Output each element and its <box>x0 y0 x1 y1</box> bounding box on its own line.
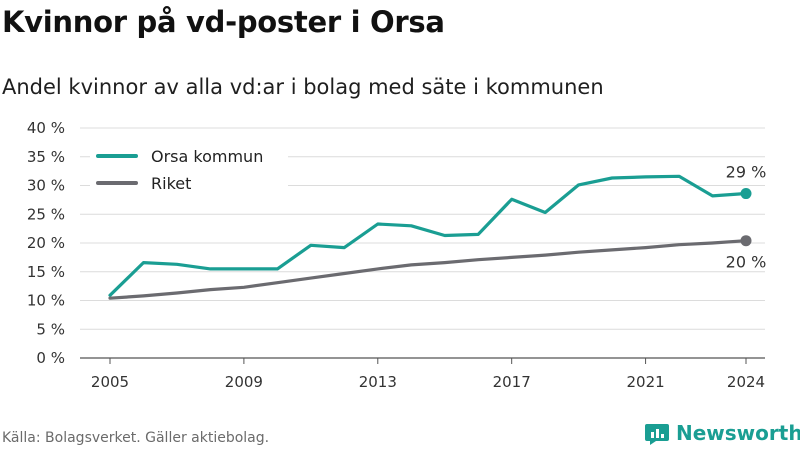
chart-subtitle: Andel kvinnor av alla vd:ar i bolag med … <box>2 75 604 99</box>
brand-name: Newsworthy <box>676 421 800 445</box>
y-tick-label: 25 % <box>27 205 65 223</box>
series-end-label-1: 20 % <box>726 253 767 272</box>
legend-background <box>90 142 288 200</box>
legend-label-1: Riket <box>151 174 191 193</box>
source-note: Källa: Bolagsverket. Gäller aktiebolag. <box>2 430 270 446</box>
chart-title: Kvinnor på vd-poster i Orsa <box>2 5 445 39</box>
y-tick-label: 15 % <box>27 263 65 281</box>
x-tick-label: 2013 <box>359 373 397 391</box>
y-tick-label: 5 % <box>36 320 65 338</box>
newsworthy-logo-icon <box>645 424 669 445</box>
y-tick-label: 10 % <box>27 292 65 310</box>
x-tick-label: 2017 <box>493 373 531 391</box>
series-line-0 <box>108 174 748 297</box>
x-tick-label: 2024 <box>727 373 765 391</box>
x-tick-label: 2021 <box>626 373 664 391</box>
y-tick-label: 20 % <box>27 234 65 252</box>
brand-logo[interactable]: Newsworthy <box>644 420 800 446</box>
series-line-1 <box>108 239 748 300</box>
series-end-point-0 <box>740 188 752 200</box>
legend-label-0: Orsa kommun <box>151 147 263 166</box>
y-tick-label: 30 % <box>27 177 65 195</box>
x-tick-label: 2005 <box>91 373 129 391</box>
y-tick-label: 35 % <box>27 148 65 166</box>
series-end-label-0: 29 % <box>726 163 767 182</box>
y-tick-label: 40 % <box>27 119 65 137</box>
x-tick-label: 2009 <box>225 373 263 391</box>
series-end-point-1 <box>740 235 752 247</box>
y-tick-label: 0 % <box>36 349 65 367</box>
